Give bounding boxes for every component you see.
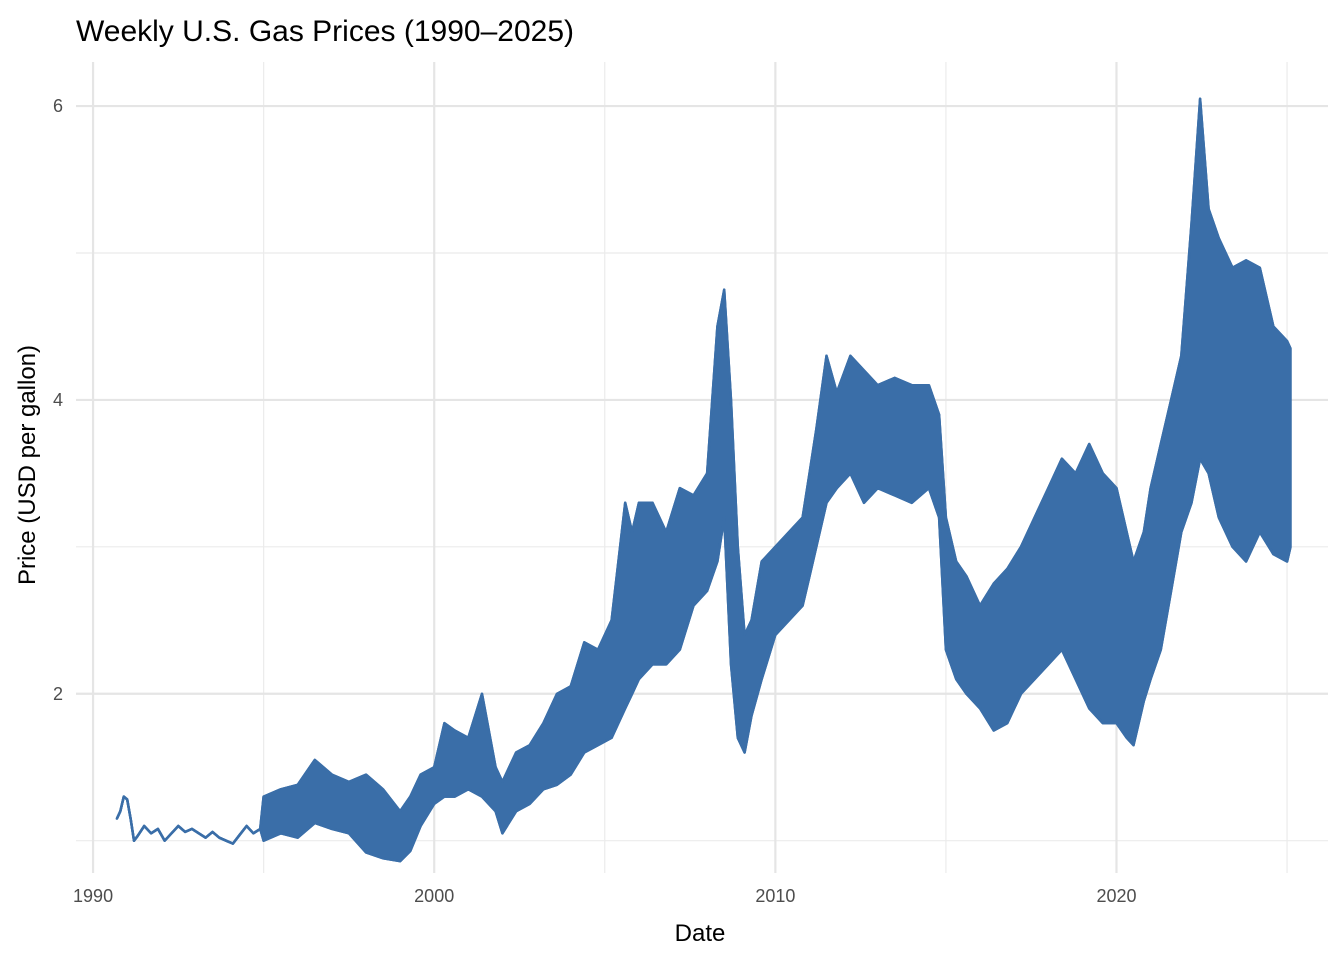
y-tick-label: 4 bbox=[53, 390, 63, 410]
series-layer bbox=[115, 97, 1292, 863]
chart-title: Weekly U.S. Gas Prices (1990–2025) bbox=[76, 15, 574, 48]
series-line-max bbox=[115, 97, 1292, 845]
x-tick-label: 2000 bbox=[414, 886, 454, 906]
y-axis-title: Price (USD per gallon) bbox=[14, 345, 41, 585]
y-tick-label: 6 bbox=[53, 96, 63, 116]
major-gridlines bbox=[76, 62, 1328, 873]
minor-gridlines bbox=[76, 62, 1328, 873]
series-line-min bbox=[115, 457, 1292, 863]
x-tick-label: 2010 bbox=[755, 886, 795, 906]
tick-labels: 1990 2000 2010 2020 2 4 6 bbox=[53, 96, 1137, 906]
x-tick-label: 2020 bbox=[1096, 886, 1136, 906]
y-tick-label: 2 bbox=[53, 684, 63, 704]
x-axis-title: Date bbox=[675, 920, 726, 947]
x-tick-label: 1990 bbox=[73, 886, 113, 906]
